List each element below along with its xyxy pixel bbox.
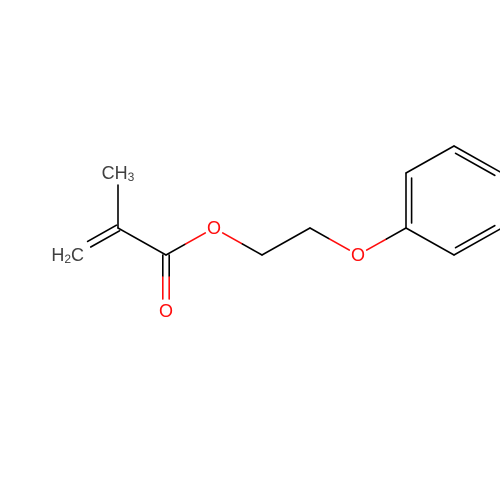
oxygen-label: O	[351, 245, 365, 265]
oxygen-label: O	[159, 301, 173, 321]
molecule-diagram: H2C CH3 O O O	[0, 0, 500, 500]
ch3-label: CH3	[102, 163, 135, 184]
ch2-label: H2C	[51, 245, 84, 266]
oxygen-label: O	[207, 218, 221, 238]
